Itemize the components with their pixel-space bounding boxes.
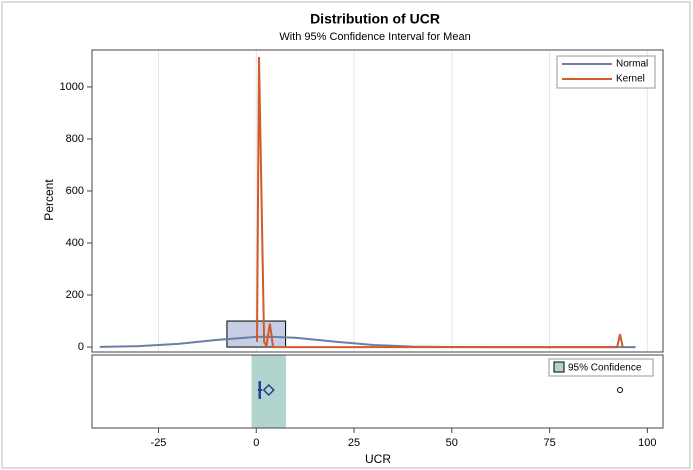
y-tick-label: 200 <box>66 289 84 301</box>
y-tick-label: 1000 <box>60 81 84 93</box>
density-curve <box>256 56 624 349</box>
legend-frame <box>548 358 654 377</box>
box-panel-frame <box>91 354 664 429</box>
legend-label: 95% Confidence <box>568 363 642 374</box>
x-tick-label: 100 <box>638 437 656 449</box>
x-tick-label: 25 <box>348 437 360 449</box>
x-tick-label: 0 <box>253 437 259 449</box>
legend-label: Normal <box>616 59 648 70</box>
y-tick-label: 800 <box>66 133 84 145</box>
y-tick-label: 0 <box>78 341 84 353</box>
plot-frame <box>91 49 664 353</box>
y-axis-label: Percent <box>42 179 56 221</box>
mean-marker <box>262 383 275 397</box>
outlier <box>616 387 623 393</box>
x-axis-label: UCR <box>365 452 391 466</box>
y-tick-label: 600 <box>66 185 84 197</box>
legend-label: Kernel <box>616 74 645 85</box>
legend-swatch <box>553 361 565 373</box>
chart-subtitle: With 95% Confidence Interval for Mean <box>279 31 470 43</box>
x-tick-label: 75 <box>543 437 555 449</box>
y-tick-label: 400 <box>66 237 84 249</box>
x-tick-label: -25 <box>151 437 167 449</box>
chart-title: Distribution of UCR <box>310 11 440 27</box>
x-tick-label: 50 <box>446 437 458 449</box>
confidence-band <box>251 355 286 428</box>
legend-frame <box>556 55 656 89</box>
